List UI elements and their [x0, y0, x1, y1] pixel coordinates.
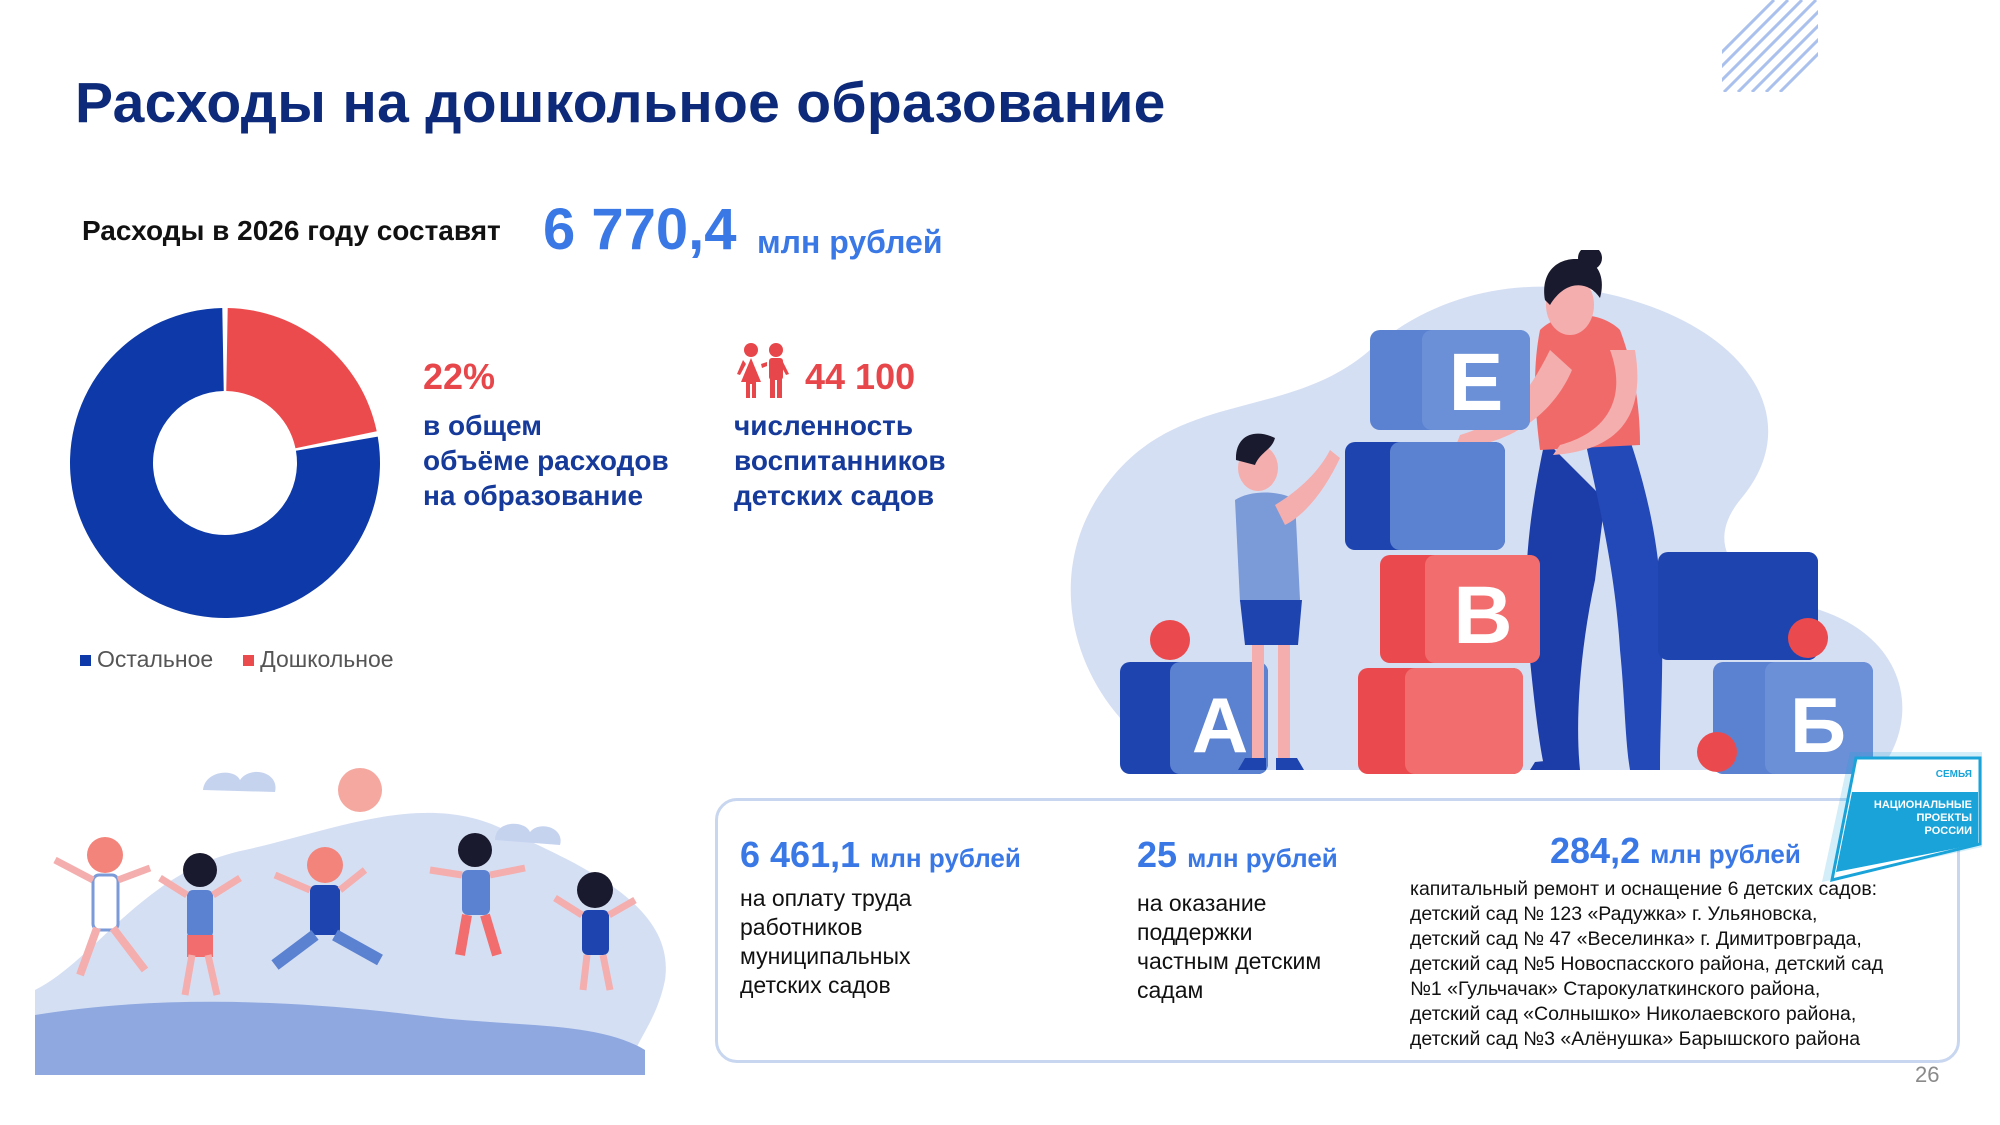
kid-1 — [53, 837, 152, 977]
share-line: в общем — [423, 410, 542, 441]
legend-label-preschool: Дошкольное — [260, 646, 394, 672]
support-line: на оказание — [1137, 890, 1267, 916]
page-number: 26 — [1915, 1062, 1940, 1087]
repair-line: детский сад № 47 «Веселинка» г. Димитров… — [1410, 928, 1862, 950]
total-unit: млн рублей — [757, 224, 943, 260]
block-letter-e: Е — [1449, 337, 1504, 428]
legend-swatch-preschool — [243, 655, 255, 667]
share-line: объёме расходов — [423, 445, 669, 476]
repair-amount: 284,2 — [1550, 830, 1641, 871]
salary-description: на оплату труда работников муниципальных… — [740, 884, 912, 1000]
legend-item-other: Остальное — [80, 646, 213, 673]
logo-top: СЕМЬЯ — [1936, 769, 1972, 780]
repair-line: детский сад «Солнышко» Николаевского рай… — [1410, 1003, 1857, 1025]
block-letter-a: А — [1192, 681, 1248, 769]
donut-chart — [70, 308, 381, 618]
salary-line: муниципальных — [740, 943, 911, 969]
support-line: частным детским — [1137, 948, 1322, 974]
support-unit: млн рублей — [1187, 843, 1338, 873]
national-projects-logo: СЕМЬЯ НАЦИОНАЛЬНЫЕ ПРОЕКТЫ РОССИИ — [1822, 752, 1982, 882]
support-value: 25 млн рублей — [1137, 834, 1338, 876]
repair-value: 284,2 млн рублей — [1550, 830, 1801, 872]
logo-line: ПРОЕКТЫ — [1917, 812, 1973, 824]
salary-line: детских садов — [740, 972, 891, 998]
repair-line: капитальный ремонт и оснащение 6 детских… — [1410, 878, 1878, 900]
share-line: на образование — [423, 480, 644, 511]
salary-line: на оплату труда — [740, 885, 912, 911]
block-letter-b: Б — [1790, 681, 1846, 769]
repair-line: детский сад №3 «Алёнушка» Барышского рай… — [1410, 1028, 1861, 1050]
share-description: в общем объёме расходов на образование — [423, 408, 669, 513]
repair-description: капитальный ремонт и оснащение 6 детских… — [1410, 877, 1883, 1052]
total-value: 6 770,4 — [543, 197, 737, 262]
block-letter-v: В — [1453, 570, 1512, 661]
legend-item-preschool: Дошкольное — [243, 646, 394, 673]
legend-label-other: Остальное — [97, 646, 214, 672]
kids-illustration — [35, 768, 666, 1075]
children-line: детских садов — [734, 480, 935, 511]
blocks-illustration: Е В А Б — [1070, 250, 1903, 774]
repair-unit: млн рублей — [1650, 839, 1801, 869]
salary-unit: млн рублей — [870, 843, 1021, 873]
support-line: поддержки — [1137, 919, 1253, 945]
support-description: на оказание поддержки частным детским са… — [1137, 889, 1321, 1005]
donut-slice-preschool — [226, 308, 377, 449]
kid-4 — [429, 833, 526, 957]
salary-amount: 6 461,1 — [740, 834, 861, 875]
children-line: численность — [734, 410, 914, 441]
kid-3 — [271, 847, 383, 970]
kid-5 — [553, 872, 637, 991]
repair-line: детский сад №5 Новоспасского района, дет… — [1410, 953, 1884, 975]
repair-line: №1 «Гульчачак» Старокулаткинского района… — [1410, 978, 1821, 1000]
info-box — [715, 798, 1960, 1063]
lead-text: Расходы в 2026 году составят — [82, 215, 501, 246]
chart-legend: Остальное Дошкольное — [80, 646, 394, 673]
salary-line: работников — [740, 914, 863, 940]
legend-swatch-other — [80, 655, 91, 667]
support-amount: 25 — [1137, 834, 1178, 875]
children-description: численность воспитанников детских садов — [734, 408, 946, 513]
children-value: 44 100 — [805, 356, 916, 397]
repair-line: детский сад № 123 «Радужка» г. Ульяновск… — [1410, 903, 1818, 925]
children-icon — [737, 343, 789, 398]
decorative-stripes — [1722, 0, 1818, 92]
support-line: садам — [1137, 977, 1204, 1003]
salary-value: 6 461,1 млн рублей — [740, 834, 1021, 876]
page-title: Расходы на дошкольное образование — [75, 71, 1166, 135]
share-value: 22% — [423, 356, 496, 397]
logo-line: РОССИИ — [1925, 825, 1973, 837]
donut-slice-other — [70, 308, 381, 618]
logo-line: НАЦИОНАЛЬНЫЕ — [1874, 799, 1972, 811]
kid-2 — [158, 853, 242, 996]
children-line: воспитанников — [734, 445, 946, 476]
